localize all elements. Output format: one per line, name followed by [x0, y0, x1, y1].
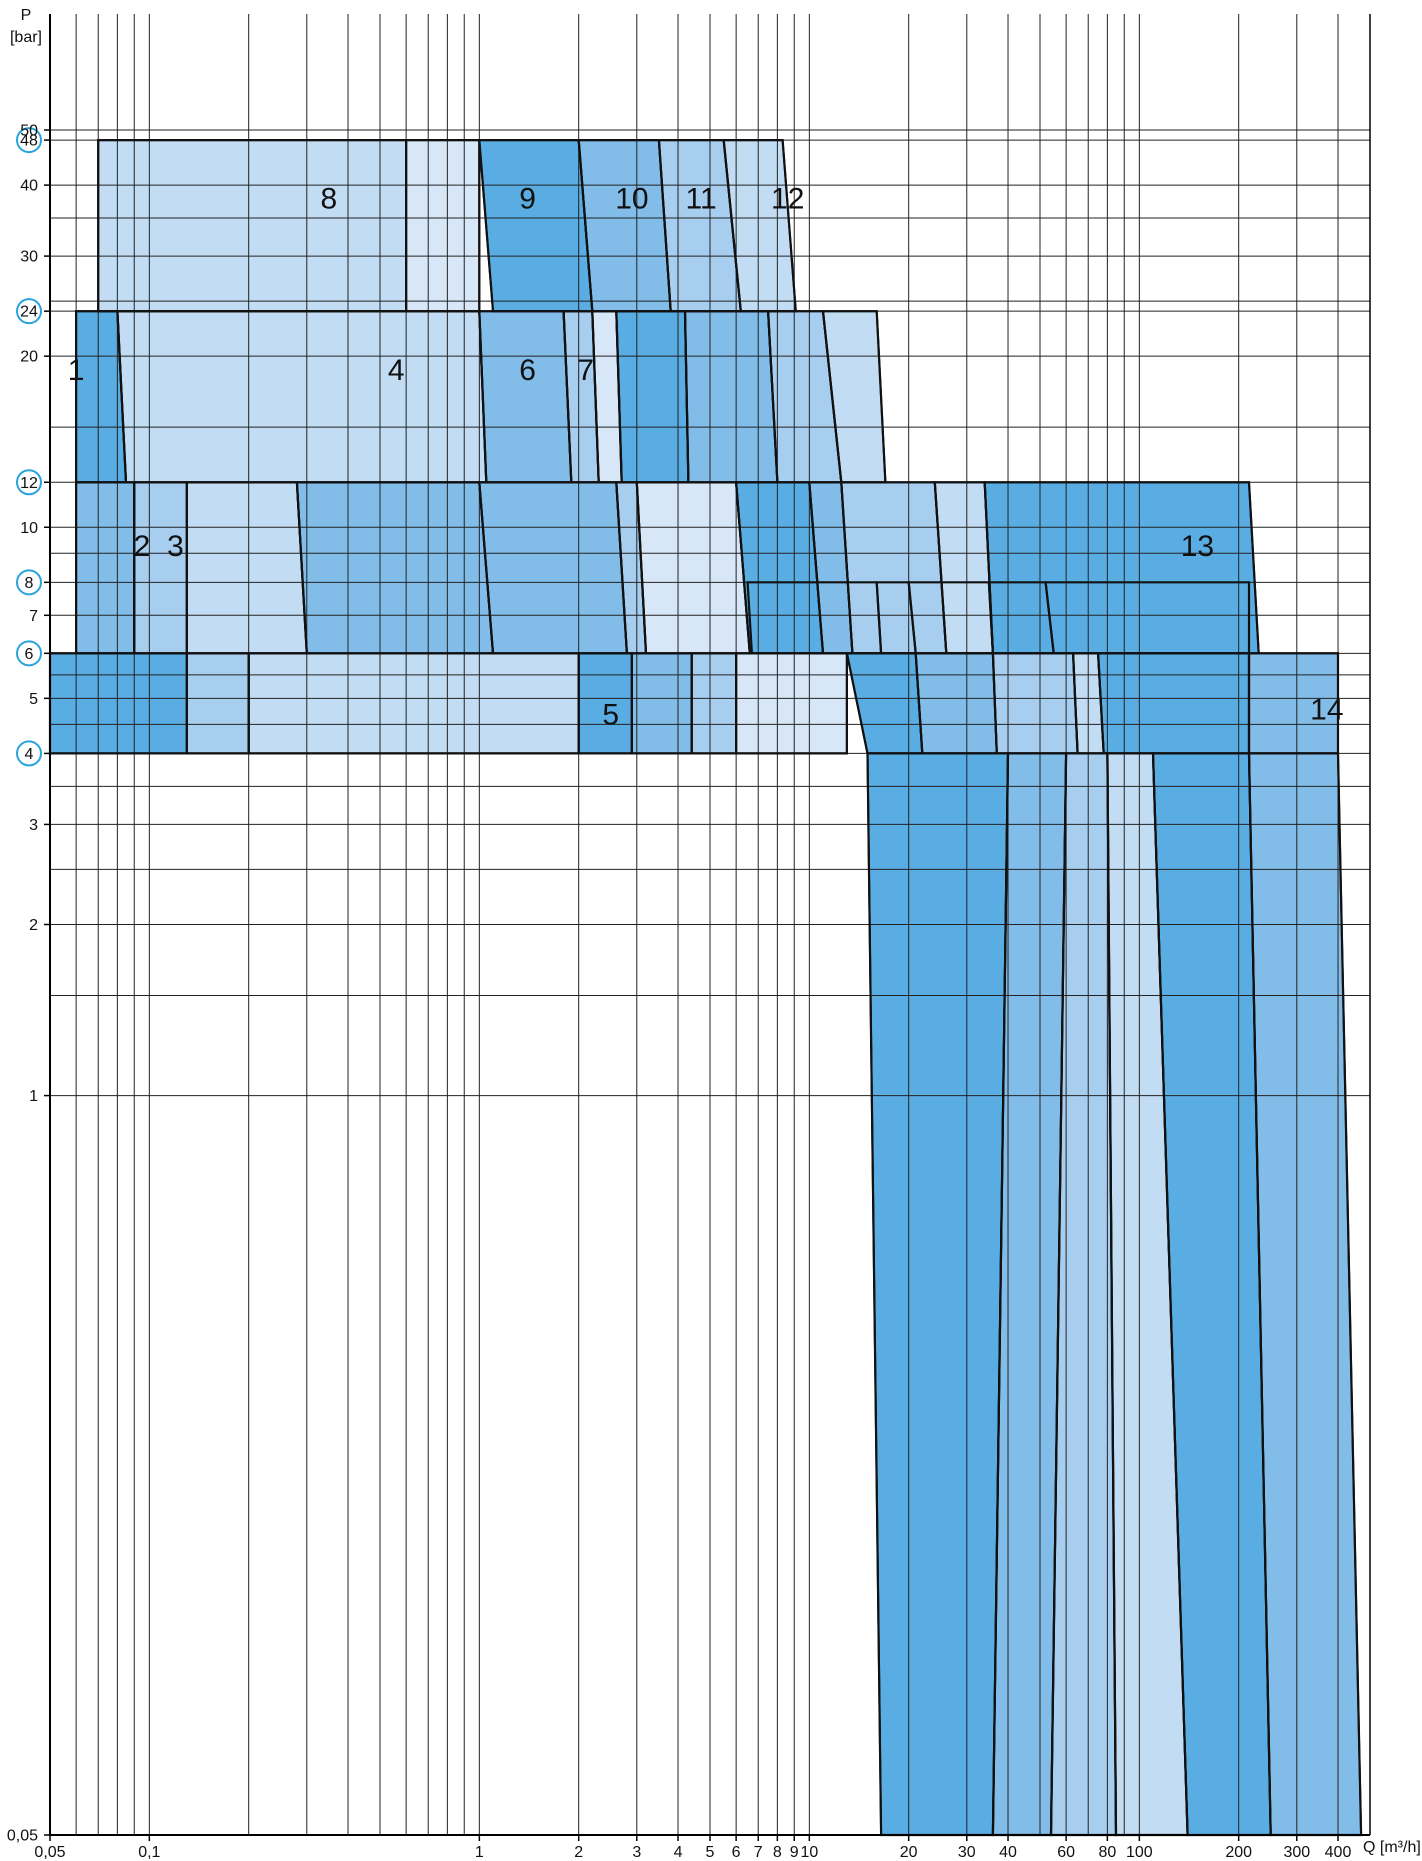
- x-tick-label: 2: [574, 1844, 583, 1861]
- x-tick-label: 5: [706, 1844, 715, 1861]
- region-cell-1-4: [630, 652, 693, 755]
- region-cell-3-7: [735, 481, 825, 655]
- series-label-1: 1: [68, 354, 85, 387]
- y-tick-label: 1: [29, 1088, 38, 1105]
- series-label-4: 4: [388, 354, 405, 387]
- y-tick-label: 2: [29, 917, 38, 934]
- x-tick-label: 300: [1283, 1844, 1310, 1861]
- region-cell-5-2: [478, 139, 594, 313]
- region-outline-1-12: [1247, 652, 1340, 755]
- region-cell-3-1: [133, 481, 188, 655]
- y-tick-label: 48: [20, 133, 38, 150]
- y-tick-label: 40: [20, 178, 38, 195]
- y-tick-label: 24: [20, 304, 38, 321]
- series-label-14: 14: [1310, 693, 1343, 726]
- x-tick-label: 6: [732, 1844, 741, 1861]
- axes: 0,05 0,1 1 2 3 4 5 6 7 8 9 10 20 30 40 60 80 100 200 300 400…: [7, 14, 1371, 1861]
- series-label-12: 12: [771, 183, 804, 216]
- region-cell-3-3: [295, 481, 495, 655]
- region-outline-5-1: [405, 139, 481, 313]
- region-cell-1-11: [1097, 652, 1250, 755]
- series-label-3: 3: [167, 530, 184, 563]
- region-cell-1-5: [690, 652, 738, 755]
- x-tick-label: 0,1: [138, 1844, 160, 1861]
- y-tick-circle: [16, 740, 42, 767]
- region-cell-5-0: [97, 139, 408, 313]
- series-label-9: 9: [519, 183, 536, 216]
- y-tick-label: 7: [29, 608, 38, 625]
- y-tick-label: 30: [20, 249, 38, 266]
- region-cell-3-2: [185, 481, 308, 655]
- y-tick-circle: [16, 127, 42, 154]
- y-tick-label: 6: [25, 646, 34, 663]
- x-tick-label: 60: [1057, 1844, 1075, 1861]
- region-cell-4-2: [478, 310, 573, 484]
- x-tick-label: 10: [800, 1844, 818, 1861]
- region-cell-1-1: [185, 652, 250, 755]
- x-tick-label: 40: [999, 1844, 1017, 1861]
- series-label-7: 7: [577, 354, 594, 387]
- x-tick-label: 0,05: [34, 1844, 65, 1861]
- y-axis-title: P: [21, 7, 32, 24]
- x-axis-title: Q [m³/h]: [1363, 1839, 1421, 1856]
- series-regions: [49, 139, 1363, 1836]
- series-label-8: 8: [321, 183, 338, 216]
- y-tick-circle: [16, 569, 42, 596]
- x-tick-label: 400: [1325, 1844, 1352, 1861]
- series-label-10: 10: [615, 183, 648, 216]
- region-cell-5-1: [405, 139, 481, 313]
- y-tick-label: 50: [20, 123, 38, 140]
- x-tick-label: 8: [773, 1844, 782, 1861]
- region-cell-3-4: [478, 481, 628, 655]
- x-tick-label: 7: [754, 1844, 763, 1861]
- x-tick-label: 3: [632, 1844, 641, 1861]
- y-tick-label: 3: [29, 817, 38, 834]
- y-tick-label: 10: [20, 520, 38, 537]
- y-tick-circle: [16, 640, 42, 667]
- series-label-2: 2: [134, 530, 151, 563]
- region-cell-0-0: [866, 752, 1010, 1836]
- y-tick-circle: [16, 298, 42, 325]
- y-tick-label: 0,05: [7, 1828, 38, 1845]
- y-tick-label: 5: [29, 691, 38, 708]
- x-tick-label: 100: [1126, 1844, 1153, 1861]
- region-cell-3-9: [840, 481, 948, 655]
- x-tick-label: 4: [674, 1844, 683, 1861]
- y-tick-label: 8: [25, 575, 34, 592]
- region-outline-3-11: [983, 481, 1260, 655]
- y-tick-label: 20: [20, 349, 38, 366]
- y-tick-label: 12: [20, 475, 38, 492]
- series-label-13: 13: [1181, 530, 1214, 563]
- x-tick-label: 200: [1225, 1844, 1252, 1861]
- grid: [49, 14, 1371, 1835]
- x-tick-label: 30: [958, 1844, 976, 1861]
- region-outline-4-8: [821, 310, 887, 484]
- y-axis-unit: [bar]: [10, 29, 42, 46]
- region-cell-3-11: [983, 481, 1260, 655]
- region-cell-3-0: [75, 481, 136, 655]
- region-cell-1-6: [735, 652, 848, 755]
- region-cell-5-3: [577, 139, 672, 313]
- region-cell-1-9: [991, 652, 1079, 755]
- series-label-11: 11: [686, 183, 717, 216]
- x-tick-label: 20: [900, 1844, 918, 1861]
- region-cell-1-0: [49, 652, 188, 755]
- series-label-6: 6: [519, 354, 536, 387]
- region-cell-1-2: [247, 652, 580, 755]
- region-cell-4-1: [116, 310, 488, 484]
- x-tick-label: 9: [790, 1844, 799, 1861]
- y-tick-label: 4: [25, 746, 34, 763]
- region-outline-5-5: [722, 139, 797, 313]
- region-cell-3-6: [635, 481, 751, 655]
- region-cell-1-8: [914, 652, 998, 755]
- region-cell-4-6: [683, 310, 779, 484]
- y-tick-circle: [16, 469, 42, 496]
- series-label-5: 5: [602, 699, 619, 732]
- x-tick-label: 80: [1098, 1844, 1116, 1861]
- x-tick-label: 1: [475, 1844, 484, 1861]
